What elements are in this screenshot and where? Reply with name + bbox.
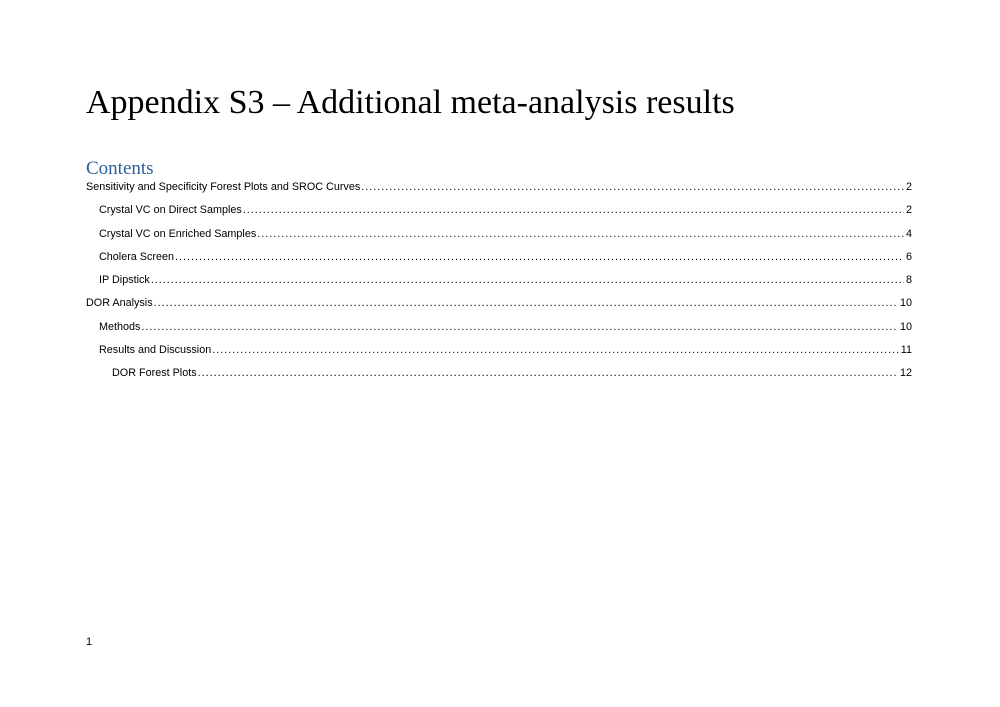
dot-leader — [151, 274, 904, 286]
toc-entry[interactable]: Methods 10 — [86, 321, 912, 344]
contents-heading: Contents — [86, 158, 154, 179]
toc-entry-label: Methods — [99, 320, 141, 333]
toc-entry-label: IP Dipstick — [99, 274, 150, 287]
toc-entry-label: DOR Forest Plots — [112, 367, 197, 380]
toc-entry-label: Sensitivity and Specificity Forest Plots… — [86, 181, 361, 193]
toc-entry[interactable]: DOR Analysis 10 — [86, 297, 912, 320]
table-of-contents: Sensitivity and Specificity Forest Plots… — [86, 181, 912, 391]
page-number: 1 — [86, 636, 93, 648]
page-title: Appendix S3 – Additional meta-analysis r… — [86, 84, 735, 121]
toc-entry-label: Crystal VC on Enriched Samples — [99, 227, 257, 240]
toc-entry[interactable]: Crystal VC on Enriched Samples 4 — [86, 228, 912, 251]
toc-entry-page: 10 — [899, 297, 912, 310]
toc-entry-label: DOR Analysis — [86, 297, 153, 310]
toc-entry-page: 2 — [905, 181, 912, 193]
dot-leader — [141, 321, 898, 333]
toc-entry-page: 8 — [905, 274, 912, 287]
dot-leader — [154, 297, 898, 309]
toc-entry-page: 6 — [905, 250, 912, 263]
toc-entry[interactable]: Results and Discussion 11 — [86, 344, 912, 367]
toc-entry[interactable]: Crystal VC on Direct Samples 2 — [86, 204, 912, 227]
toc-entry[interactable]: IP Dipstick 8 — [86, 274, 912, 297]
dot-leader — [175, 251, 904, 263]
toc-entry-page: 4 — [905, 227, 912, 240]
toc-entry[interactable]: DOR Forest Plots 12 — [86, 367, 912, 390]
toc-entry-label: Crystal VC on Direct Samples — [99, 204, 242, 217]
dot-leader — [212, 344, 899, 356]
dot-leader — [243, 204, 904, 216]
dot-leader — [361, 181, 904, 193]
dot-leader — [198, 367, 898, 379]
toc-entry-label: Results and Discussion — [99, 344, 212, 357]
toc-entry-page: 11 — [900, 344, 912, 357]
toc-entry[interactable]: Cholera Screen 6 — [86, 251, 912, 274]
toc-entry-label: Cholera Screen — [99, 250, 175, 263]
toc-entry-page: 10 — [899, 320, 912, 333]
toc-entry-page: 2 — [905, 204, 912, 217]
toc-entry[interactable]: Sensitivity and Specificity Forest Plots… — [86, 181, 912, 204]
dot-leader — [257, 228, 904, 240]
toc-entry-page: 12 — [899, 367, 912, 380]
